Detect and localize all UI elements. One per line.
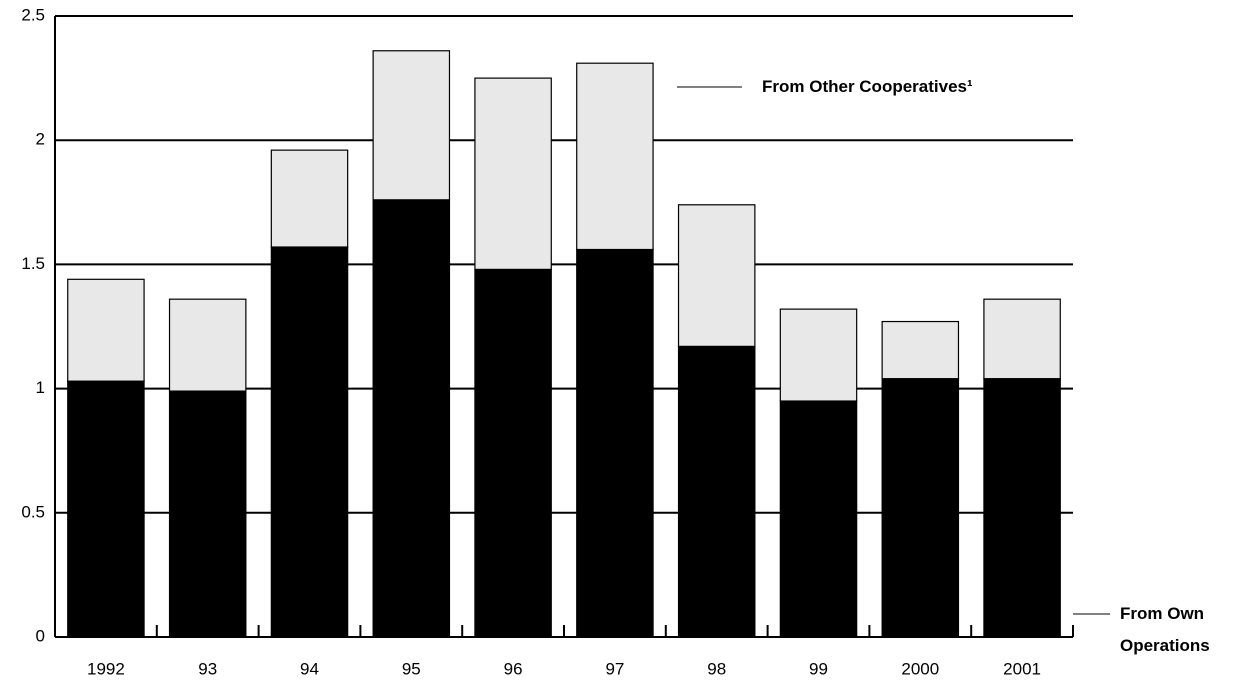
bar-segment xyxy=(983,298,1061,380)
y-tick-label: 1 xyxy=(36,378,45,397)
bar-segment xyxy=(372,199,451,638)
bar-segment xyxy=(881,320,960,380)
bar-segment xyxy=(168,298,247,392)
bar-segment xyxy=(576,62,654,251)
x-tick-label: 2001 xyxy=(1003,659,1041,678)
x-tick-label: 2000 xyxy=(901,659,939,678)
bar-segment xyxy=(881,378,960,638)
bar-segment xyxy=(270,149,349,248)
bar-segment xyxy=(474,268,552,638)
bar-segment xyxy=(677,345,756,638)
y-tick-label: 0 xyxy=(36,626,45,645)
bar-segment xyxy=(168,390,247,638)
bar-segment xyxy=(270,246,349,638)
x-tick-label: 97 xyxy=(605,659,624,678)
bar-segment xyxy=(677,204,756,347)
bar-segment xyxy=(372,50,451,201)
y-tick-label: 2.5 xyxy=(21,5,45,24)
x-tick-label: 99 xyxy=(809,659,828,678)
bar-segment xyxy=(474,77,552,270)
y-tick-label: 0.5 xyxy=(21,502,45,521)
x-tick-label: 1992 xyxy=(87,659,125,678)
legend-label: From Own Operations xyxy=(1120,604,1210,655)
x-tick-label: 94 xyxy=(300,659,319,678)
x-tick-label: 95 xyxy=(402,659,421,678)
x-tick-label: 93 xyxy=(198,659,217,678)
bar-segment xyxy=(576,248,654,638)
x-tick-label: 96 xyxy=(504,659,523,678)
y-tick-label: 2 xyxy=(36,130,45,149)
x-tick-label: 98 xyxy=(707,659,726,678)
bar-segment xyxy=(779,400,858,638)
bar-segment xyxy=(67,380,145,638)
legend-label: From Other Cooperatives¹ xyxy=(762,77,973,96)
y-tick-label: 1.5 xyxy=(21,254,45,273)
bar-segment xyxy=(779,308,858,402)
bar-segment xyxy=(67,278,145,382)
bar-segment xyxy=(983,378,1061,638)
